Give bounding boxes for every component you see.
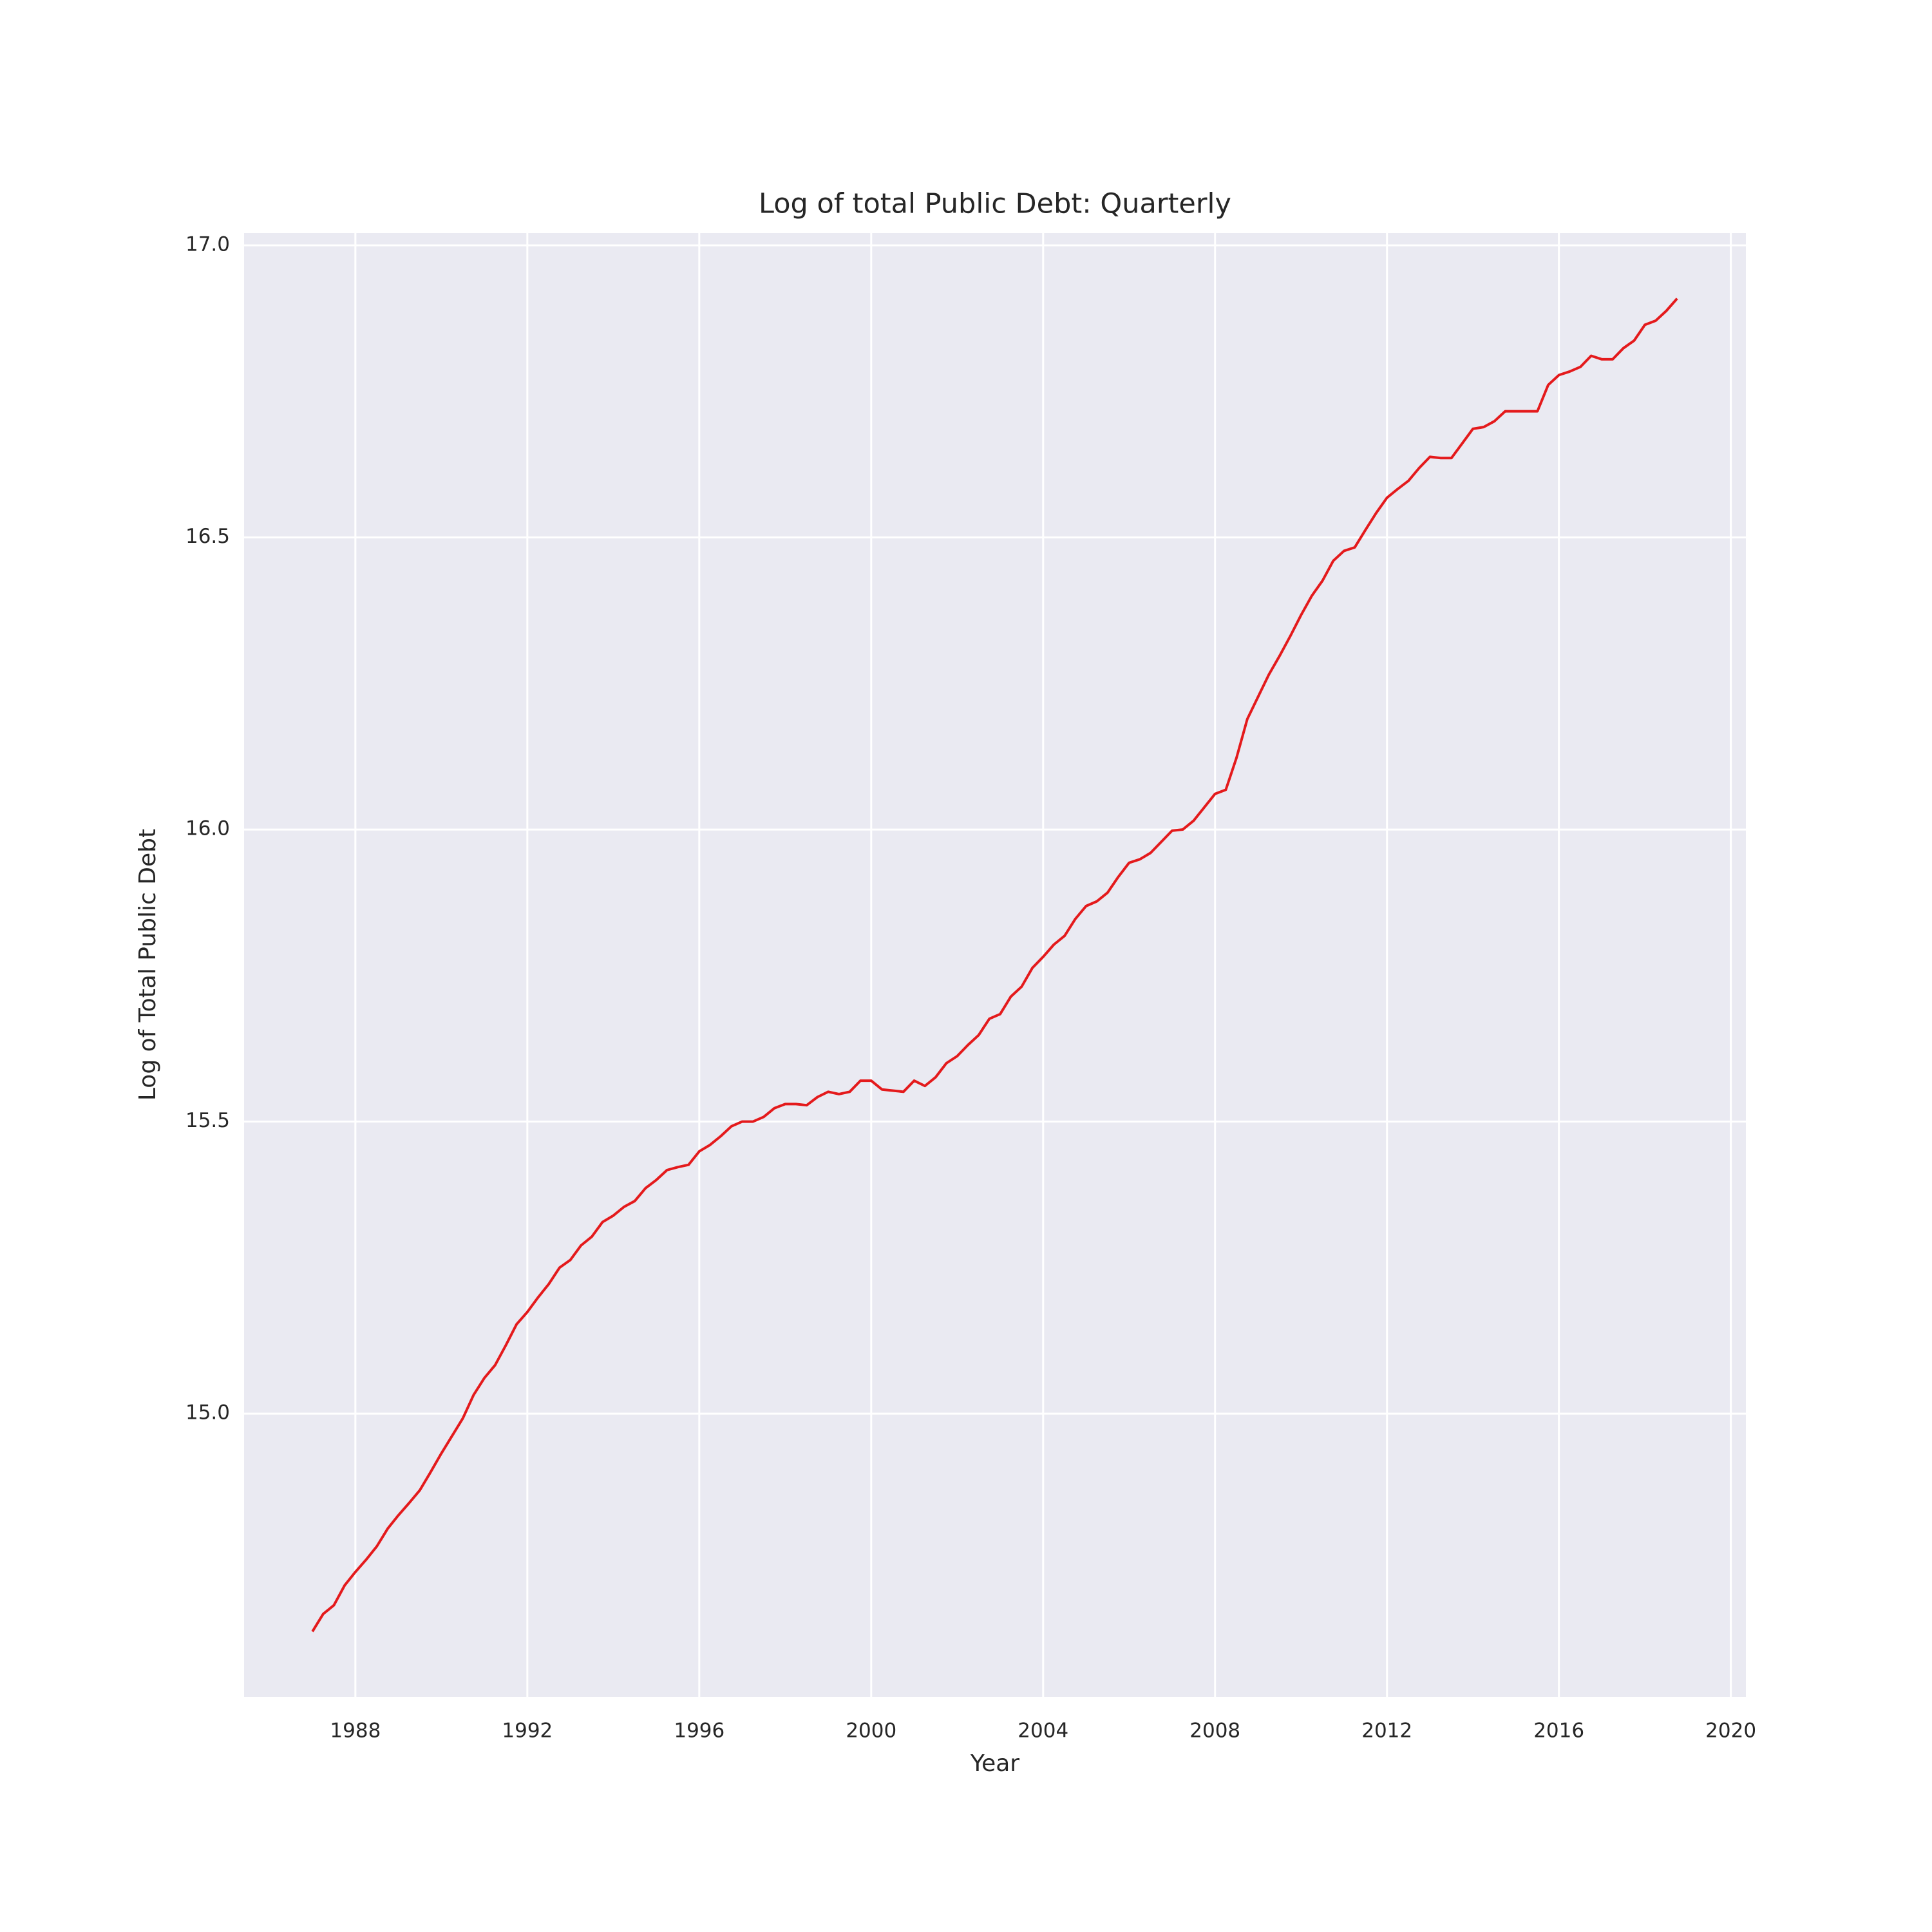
chart-title: Log of total Public Debt: Quarterly xyxy=(759,188,1231,220)
grid xyxy=(244,233,1746,1697)
x-tick-label: 1992 xyxy=(502,1719,553,1743)
y-tick-label: 15.0 xyxy=(185,1401,230,1425)
marks xyxy=(311,298,1678,1633)
data-line xyxy=(311,298,1678,1633)
plot-area xyxy=(244,233,1746,1697)
x-tick-label: 2012 xyxy=(1361,1719,1412,1743)
x-tick-label: 1988 xyxy=(330,1719,381,1743)
y-tick-label: 17.0 xyxy=(185,233,230,256)
x-tick-label: 2008 xyxy=(1189,1719,1240,1743)
x-axis-label: Year xyxy=(970,1750,1019,1777)
x-tick-label: 2016 xyxy=(1533,1719,1584,1743)
x-tick-label: 1996 xyxy=(674,1719,724,1743)
x-tick-label: 2004 xyxy=(1018,1719,1068,1743)
y-axis-label: Log of Total Public Debt xyxy=(135,829,161,1101)
y-tick-label: 16.5 xyxy=(185,525,230,548)
y-tick-label: 15.5 xyxy=(185,1109,230,1132)
y-tick-label: 16.0 xyxy=(185,817,230,840)
x-tick-label: 2020 xyxy=(1705,1719,1756,1743)
x-tick-label: 2000 xyxy=(846,1719,896,1743)
